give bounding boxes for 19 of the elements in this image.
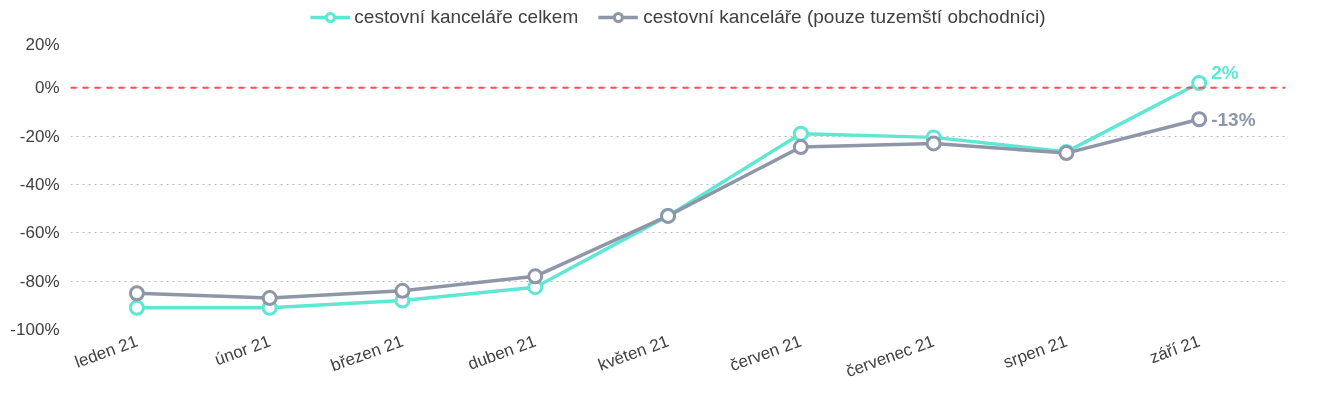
x-tick-label: září 21: [1147, 331, 1203, 368]
x-tick-label: duben 21: [465, 331, 539, 374]
y-tick-label: -20%: [19, 126, 60, 146]
data-label: 2%: [1211, 62, 1239, 83]
x-tick-label: červen 21: [727, 331, 805, 375]
y-tick-label: -60%: [19, 223, 60, 243]
x-tick-label: březen 21: [328, 331, 406, 376]
y-tick-label: -40%: [19, 175, 60, 194]
y-tick-label: -80%: [19, 271, 60, 291]
legend-label: cestovní kanceláře celkem: [354, 6, 579, 28]
data-label: -13%: [1211, 108, 1256, 130]
y-tick-label: -100%: [10, 320, 60, 339]
x-tick-label: leden 21: [72, 331, 141, 372]
legend-label: cestovní kanceláře (pouze tuzemští obchodníci): [643, 6, 1046, 28]
x-tick-label: květen 21: [595, 331, 672, 375]
y-tick-label: 0%: [34, 78, 60, 98]
x-tick-label: srpen 21: [1000, 331, 1070, 373]
y-tick-label: 20%: [25, 34, 60, 54]
x-tick-label: únor 21: [212, 331, 273, 370]
